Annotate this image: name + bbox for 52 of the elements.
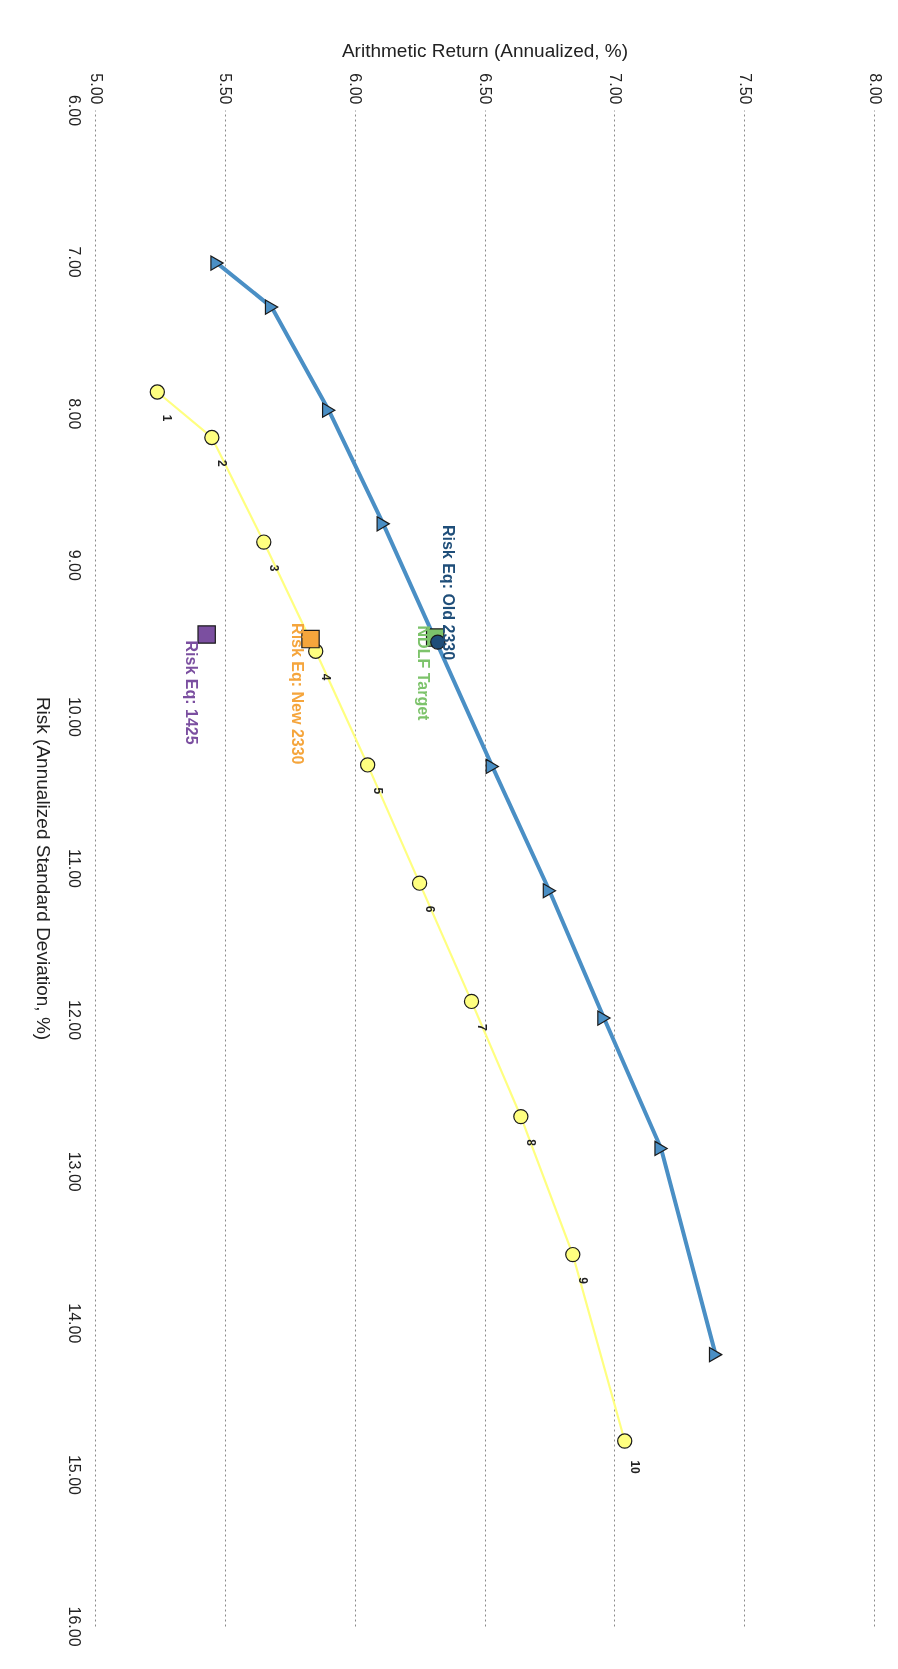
x-tick-label: 7.00 [606,73,624,105]
y-tick-label: 9.00 [65,549,83,581]
point [654,1140,668,1157]
point [463,993,480,1010]
point [513,1108,529,1125]
point [708,1346,723,1363]
point [264,299,279,315]
point [359,757,376,773]
annotation: 6 [422,905,437,913]
point [149,384,165,400]
point [485,758,500,775]
annotation: 4 [318,673,333,681]
point [542,883,557,899]
y-tick-label: 14.00 [65,1303,83,1344]
x-tick-label: 7.50 [736,73,754,105]
point [376,516,390,532]
point [321,402,336,418]
text: Risk Eq: New 2330 [288,623,306,765]
annotation: 7 [474,1024,489,1032]
point [597,1010,611,1026]
y-tick-label: 6.00 [65,94,83,127]
x-axis-title: Arithmetic Return (Annualized, %) [341,40,629,62]
text: Risk Eq: 1425 [182,640,200,745]
point [204,429,220,446]
point [256,534,272,550]
annotation: 1 [160,414,175,422]
y-tick-label: 11.00 [65,849,83,889]
x-tick-label: 5.50 [217,73,235,105]
point [210,255,224,271]
point [197,625,216,644]
y-tick-label: 8.00 [65,398,83,430]
y-tick-label: 16.00 [65,1606,83,1647]
annotation: 9 [575,1277,590,1285]
x-tick-label: 6.50 [477,73,494,105]
y-tick-label: 10.00 [65,696,83,738]
x-tick-label: 8.00 [866,73,884,105]
point [565,1246,581,1263]
text: Risk Eq: Old 2330 [439,524,457,661]
point [411,875,428,891]
y-tick-label: 15.00 [65,1454,83,1496]
y-axis-title: Risk (Annualized Standard Deviation, %) [32,696,54,1041]
annotation: 5 [370,787,385,795]
annotation: 3 [266,564,281,572]
y-tick-label: 7.00 [65,246,83,278]
y-tick-label: 13.00 [65,1151,83,1192]
annotation: 2 [214,460,229,468]
y-tick-label: 12.00 [65,1000,83,1041]
annotation: 10 [627,1460,642,1475]
point [617,1433,633,1449]
x-tick-label: 6.00 [347,73,365,105]
annotation: 8 [523,1139,538,1147]
x-tick-label: 5.00 [87,73,105,105]
